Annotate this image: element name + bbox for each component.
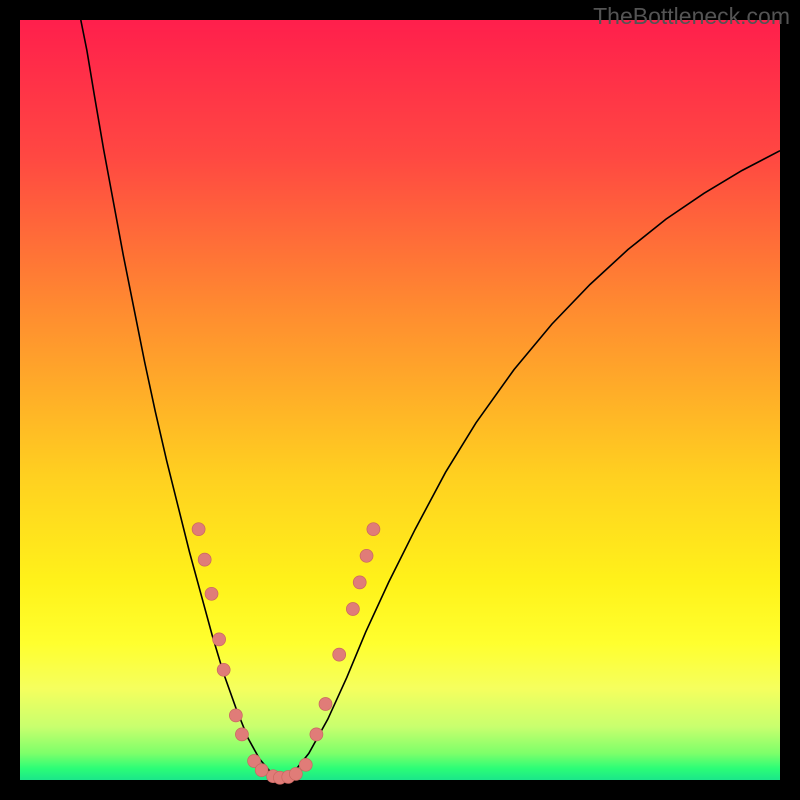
data-marker (346, 603, 359, 616)
data-marker (360, 549, 373, 562)
data-marker (192, 523, 205, 536)
data-marker (217, 663, 230, 676)
data-marker (353, 576, 366, 589)
data-marker (213, 633, 226, 646)
data-marker (229, 709, 242, 722)
data-marker (289, 767, 302, 780)
data-marker (205, 587, 218, 600)
chart-background (20, 20, 780, 780)
data-marker (198, 553, 211, 566)
data-marker (367, 523, 380, 536)
bottleneck-chart: TheBottleneck.com (0, 0, 800, 800)
chart-svg (0, 0, 800, 800)
watermark-text: TheBottleneck.com (593, 3, 790, 30)
data-marker (333, 648, 346, 661)
data-marker (235, 728, 248, 741)
data-marker (255, 764, 268, 777)
data-marker (310, 728, 323, 741)
data-marker (299, 758, 312, 771)
data-marker (319, 698, 332, 711)
